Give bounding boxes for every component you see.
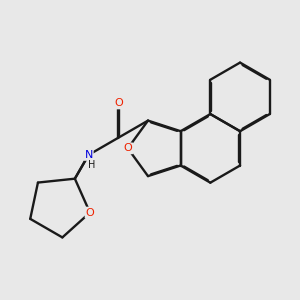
Text: O: O xyxy=(124,143,132,153)
Text: N: N xyxy=(84,150,93,160)
Text: O: O xyxy=(85,208,94,218)
Text: H: H xyxy=(88,160,95,170)
Text: O: O xyxy=(114,98,123,108)
